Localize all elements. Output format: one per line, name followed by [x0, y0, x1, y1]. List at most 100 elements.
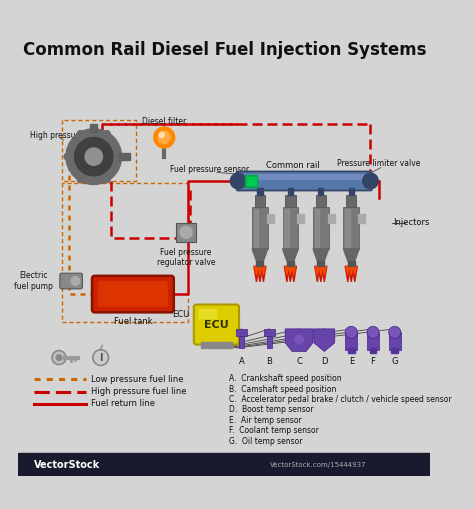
- Bar: [389, 332, 401, 350]
- FancyBboxPatch shape: [242, 174, 367, 180]
- Polygon shape: [257, 266, 263, 282]
- Polygon shape: [291, 266, 296, 282]
- Bar: [252, 207, 268, 249]
- Polygon shape: [319, 266, 322, 275]
- Bar: [237, 329, 247, 336]
- Polygon shape: [254, 266, 259, 282]
- Bar: [328, 214, 335, 223]
- Polygon shape: [258, 266, 262, 275]
- Circle shape: [159, 132, 164, 137]
- Bar: [283, 207, 298, 249]
- Circle shape: [389, 326, 401, 338]
- Text: Fuel tank: Fuel tank: [114, 317, 152, 326]
- Polygon shape: [283, 249, 298, 261]
- Polygon shape: [292, 266, 296, 275]
- Text: High pressure pump: High pressure pump: [30, 131, 108, 140]
- Text: Fuel pressure
regulator valve: Fuel pressure regulator valve: [157, 248, 215, 267]
- Polygon shape: [322, 266, 326, 275]
- Text: F: F: [371, 357, 375, 366]
- Bar: [264, 329, 275, 336]
- Text: VectorStock: VectorStock: [34, 460, 100, 470]
- Bar: [257, 188, 263, 195]
- Bar: [254, 209, 258, 247]
- Bar: [370, 348, 376, 353]
- Polygon shape: [349, 266, 354, 282]
- Text: Fuel return line: Fuel return line: [91, 399, 155, 408]
- Bar: [348, 261, 355, 266]
- Circle shape: [74, 137, 113, 176]
- Circle shape: [71, 277, 80, 286]
- Text: High pressure fuel line: High pressure fuel line: [91, 387, 187, 396]
- Bar: [90, 124, 97, 132]
- Bar: [176, 223, 196, 242]
- Circle shape: [117, 153, 123, 160]
- Bar: [245, 175, 257, 187]
- Bar: [317, 261, 324, 266]
- Bar: [391, 348, 398, 353]
- Text: Common Rail Diesel Fuel Injection Systems: Common Rail Diesel Fuel Injection System…: [22, 42, 426, 60]
- Circle shape: [154, 127, 174, 148]
- Bar: [348, 348, 355, 353]
- Polygon shape: [284, 266, 290, 282]
- Polygon shape: [344, 249, 359, 261]
- FancyBboxPatch shape: [194, 304, 239, 345]
- Bar: [316, 195, 326, 207]
- Bar: [313, 207, 328, 249]
- Circle shape: [52, 351, 66, 364]
- Circle shape: [180, 226, 192, 238]
- Polygon shape: [318, 266, 323, 282]
- Polygon shape: [349, 266, 353, 275]
- Bar: [18, 454, 430, 476]
- Polygon shape: [288, 266, 293, 282]
- Bar: [315, 209, 319, 247]
- Circle shape: [77, 130, 84, 137]
- Circle shape: [158, 131, 170, 144]
- Polygon shape: [346, 266, 349, 275]
- Bar: [367, 332, 379, 350]
- FancyBboxPatch shape: [92, 276, 174, 313]
- Text: I: I: [99, 353, 102, 362]
- Text: G: G: [392, 357, 398, 366]
- Polygon shape: [314, 329, 335, 352]
- Polygon shape: [322, 266, 327, 282]
- Bar: [285, 195, 296, 207]
- Polygon shape: [316, 266, 319, 275]
- Circle shape: [367, 326, 379, 338]
- Polygon shape: [261, 266, 266, 282]
- Bar: [344, 207, 359, 249]
- Circle shape: [363, 173, 378, 189]
- Text: E.  Air temp sensor: E. Air temp sensor: [229, 416, 302, 425]
- Bar: [345, 332, 357, 350]
- Polygon shape: [262, 266, 265, 275]
- Bar: [256, 261, 264, 266]
- Text: ECU: ECU: [204, 320, 229, 329]
- Text: C.  Accelerator pedal brake / clutch / vehicle speed sensor: C. Accelerator pedal brake / clutch / ve…: [229, 395, 452, 404]
- Bar: [239, 336, 244, 348]
- Text: D.  Boost temp sensor: D. Boost temp sensor: [229, 406, 314, 414]
- Text: B.  Camshaft speed position: B. Camshaft speed position: [229, 385, 337, 393]
- Polygon shape: [352, 266, 357, 282]
- Bar: [346, 195, 356, 207]
- Circle shape: [230, 173, 246, 189]
- Bar: [201, 342, 232, 348]
- Bar: [358, 214, 365, 223]
- Text: A: A: [239, 357, 245, 366]
- Bar: [118, 153, 130, 160]
- Polygon shape: [353, 266, 356, 275]
- Text: Common rail: Common rail: [266, 161, 320, 170]
- Bar: [284, 209, 289, 247]
- Bar: [288, 188, 293, 195]
- FancyBboxPatch shape: [237, 172, 372, 190]
- Text: C: C: [296, 357, 302, 366]
- Text: ECU: ECU: [172, 309, 190, 319]
- Circle shape: [103, 176, 110, 183]
- Text: G.  Oil temp sensor: G. Oil temp sensor: [229, 437, 303, 446]
- Circle shape: [295, 335, 303, 344]
- Bar: [349, 188, 354, 195]
- Bar: [297, 214, 304, 223]
- Polygon shape: [289, 266, 292, 275]
- Bar: [287, 261, 294, 266]
- Bar: [267, 336, 272, 348]
- Polygon shape: [255, 266, 258, 275]
- Bar: [345, 209, 349, 247]
